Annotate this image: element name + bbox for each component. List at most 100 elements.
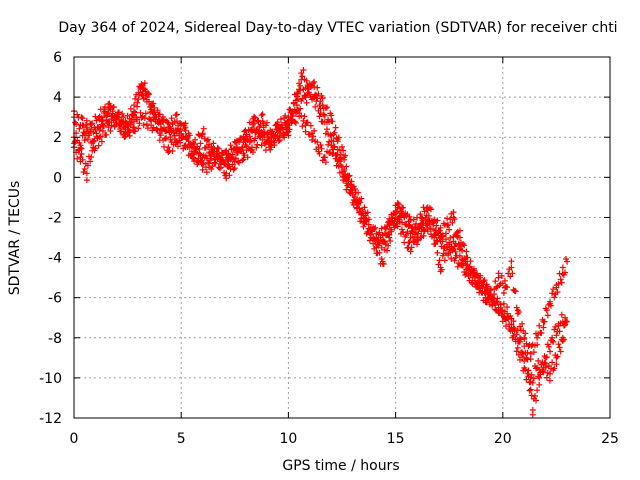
data-point: [381, 230, 388, 237]
data-point: [302, 94, 309, 101]
data-point: [501, 284, 508, 291]
data-point: [424, 204, 431, 211]
data-point: [317, 110, 324, 117]
x-axis-label: GPS time / hours: [282, 458, 399, 474]
data-point: [489, 294, 496, 301]
data-point: [508, 264, 515, 271]
data-point: [546, 298, 553, 305]
data-point: [418, 214, 425, 221]
series-markers: [71, 81, 569, 386]
data-point: [90, 144, 97, 151]
data-point: [555, 322, 562, 329]
data-point: [242, 138, 249, 145]
data-point: [491, 298, 498, 305]
data-point: [375, 234, 382, 241]
data-point: [414, 234, 421, 241]
data-point: [285, 114, 292, 121]
data-point: [328, 118, 335, 125]
x-tick-label: 15: [387, 431, 405, 447]
data-point: [523, 354, 530, 361]
data-point: [527, 378, 534, 385]
data-point: [259, 118, 266, 125]
data-point: [465, 270, 472, 277]
data-point: [527, 350, 534, 357]
data-point: [536, 374, 543, 381]
data-point: [77, 142, 84, 149]
data-point: [216, 158, 223, 165]
data-point: [497, 304, 504, 311]
data-point: [233, 144, 240, 151]
data-point: [426, 218, 433, 225]
series-track-a: [71, 81, 571, 386]
data-point: [420, 226, 427, 233]
data-point: [399, 226, 406, 233]
data-point: [534, 364, 541, 371]
data-point: [304, 82, 311, 89]
y-tick-label: -6: [48, 291, 62, 307]
data-point: [293, 102, 300, 109]
x-tick-labels: 0 5 10 15 20 25: [70, 431, 619, 447]
data-point: [450, 238, 457, 245]
data-point: [529, 406, 536, 413]
data-point: [450, 214, 457, 221]
data-point: [542, 354, 549, 361]
data-point: [105, 124, 112, 131]
data-point: [268, 134, 275, 141]
data-point: [191, 144, 198, 151]
data-point: [150, 110, 157, 117]
data-point: [546, 370, 553, 377]
data-point: [139, 114, 146, 121]
data-point: [323, 126, 330, 133]
data-point: [156, 130, 163, 137]
data-point: [444, 222, 451, 229]
data-point: [311, 94, 318, 101]
data-point: [540, 318, 547, 325]
y-tick-label: 2: [53, 130, 62, 146]
data-point: [516, 338, 523, 345]
data-point: [482, 284, 489, 291]
data-point: [446, 246, 453, 253]
data-point: [559, 270, 566, 277]
data-point: [561, 314, 568, 321]
data-point: [308, 130, 315, 137]
data-point: [298, 70, 305, 77]
data-point: [401, 214, 408, 221]
data-point: [484, 290, 491, 297]
data-point: [534, 334, 541, 341]
x-tick-label: 25: [601, 431, 619, 447]
data-point: [549, 334, 556, 341]
y-axis-label: SDTVAR / TECUs: [7, 181, 23, 296]
data-point: [248, 144, 255, 151]
data-point: [373, 244, 380, 251]
data-point: [139, 82, 146, 89]
plot-frame: [73, 56, 611, 419]
data-point: [208, 150, 215, 157]
chart-title: Day 364 of 2024, Sidereal Day-to-day VTE…: [58, 20, 617, 36]
data-point: [341, 154, 348, 161]
data-point: [96, 114, 103, 121]
data-point: [79, 122, 86, 129]
x-tick-label: 0: [70, 431, 79, 447]
data-point: [276, 124, 283, 131]
data-point: [407, 230, 414, 237]
y-tick-label: -4: [48, 251, 62, 267]
data-point: [369, 226, 376, 233]
data-point: [343, 178, 350, 185]
data-point: [553, 284, 560, 291]
data-point: [521, 364, 528, 371]
y-tick-label: -12: [39, 411, 62, 427]
data-point: [302, 122, 309, 129]
data-point: [321, 154, 328, 161]
data-point: [165, 144, 172, 151]
data-point: [433, 230, 440, 237]
data-series: [71, 67, 571, 418]
data-point: [199, 130, 206, 137]
x-tick-label: 20: [494, 431, 512, 447]
data-point: [459, 262, 466, 269]
data-point: [182, 134, 189, 141]
y-tick-labels: -12 -10 -8 -6 -4 -2 0 2 4 6: [39, 50, 62, 427]
series-track-c: [71, 67, 568, 418]
data-point: [173, 118, 180, 125]
data-point: [148, 102, 155, 109]
data-point: [156, 118, 163, 125]
